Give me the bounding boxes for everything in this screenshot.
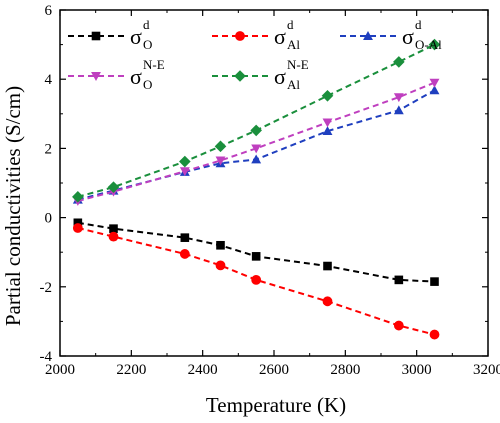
- series-2-point: [323, 296, 333, 306]
- series-3-point: [251, 155, 261, 164]
- series-2-point: [394, 321, 404, 331]
- x-tick-label: 3200: [473, 362, 500, 378]
- series-2-point: [251, 275, 261, 285]
- legend-subscript: O: [143, 77, 152, 92]
- legend-swatch-marker: [92, 32, 101, 41]
- series-1-point: [109, 224, 118, 233]
- series-2-point: [216, 260, 226, 270]
- series-1-point: [216, 241, 225, 250]
- series-5-point: [179, 156, 191, 168]
- legend-swatch-marker: [234, 70, 246, 82]
- legend-subscript: Al: [287, 37, 300, 52]
- legend-subscript: Al: [287, 77, 300, 92]
- series-5-point: [393, 56, 405, 68]
- y-tick-label: 2: [45, 141, 53, 157]
- legend-symbol: σ: [402, 24, 414, 49]
- legend-symbol: σ: [274, 24, 286, 49]
- plot-area: [72, 39, 440, 340]
- series-2-point: [430, 330, 440, 340]
- series-5-point: [250, 125, 262, 137]
- series-3-point: [394, 105, 404, 114]
- legend-subscript: O-Al: [415, 37, 442, 52]
- legend-superscript: d: [415, 17, 422, 32]
- legend-superscript: N-E: [287, 57, 309, 72]
- series-2-point: [180, 249, 190, 259]
- legend-symbol: σ: [274, 64, 286, 89]
- legend-subscript: O: [143, 37, 152, 52]
- series-1-point: [395, 276, 404, 285]
- legend-swatch-marker: [235, 31, 245, 41]
- legend-symbol: σ: [130, 64, 142, 89]
- y-axis-title: Partial conductivities (S/cm): [1, 86, 25, 326]
- series-1-point: [323, 262, 332, 271]
- series-5-point: [322, 90, 334, 102]
- series-2-point: [109, 232, 119, 242]
- y-tick-label: 4: [45, 72, 53, 88]
- legend-symbol: σ: [130, 24, 142, 49]
- y-tick-label: 6: [45, 3, 53, 19]
- x-tick-label: 2200: [116, 362, 146, 378]
- y-tick-label: -4: [40, 349, 53, 365]
- legend-superscript: d: [287, 17, 294, 32]
- x-axis-title: Temperature (K): [206, 393, 346, 417]
- legend-superscript: d: [143, 17, 150, 32]
- series-line-4: [78, 83, 435, 201]
- legend-superscript: N-E: [143, 57, 165, 72]
- series-1-point: [181, 233, 190, 242]
- plot-frame: [60, 10, 488, 356]
- x-tick-label: 2800: [330, 362, 360, 378]
- y-tick-label: -2: [40, 280, 53, 296]
- x-tick-label: 2400: [188, 362, 218, 378]
- x-tick-label: 3000: [402, 362, 432, 378]
- series-1-point: [430, 277, 439, 286]
- y-tick-label: 0: [45, 211, 53, 227]
- series-4-point: [323, 118, 333, 127]
- series-5-point: [215, 141, 227, 153]
- series-2-point: [73, 223, 83, 233]
- series-1-point: [252, 252, 261, 261]
- x-tick-label: 2600: [259, 362, 289, 378]
